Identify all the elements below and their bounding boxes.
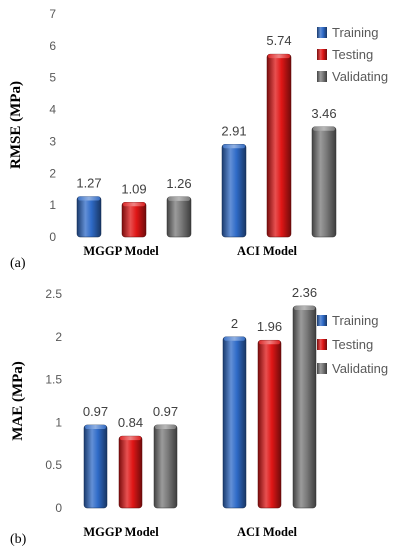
category-label: ACI Model — [237, 244, 298, 258]
y-tick-label: 0 — [55, 501, 62, 515]
chart-panel-b: 0 0.5 1 1.5 2 2.5 MAE (MPa) 0.97 2 0.84 1.96 0.97 2.… — [10, 285, 388, 547]
y-tick-label: 2.5 — [45, 287, 62, 301]
legend-entry-label: Training — [332, 25, 378, 40]
chart-panel-a: 0 1 2 3 4 5 6 7 RMSE (MPa) 1.27 2.91 1.09 5.74 1.26 3.… — [8, 7, 388, 271]
y-tick-label: 1 — [55, 415, 62, 429]
y-tick-label: 7 — [49, 7, 56, 21]
legend: Training Testing Validating — [317, 313, 388, 376]
y-tick-label: 1.5 — [45, 373, 62, 387]
bar-validating-aci — [311, 126, 337, 238]
y-tick-label: 3 — [49, 134, 56, 148]
bar-validating-mggp — [153, 424, 178, 509]
data-label: 2 — [231, 316, 238, 331]
bar-training-aci — [221, 144, 247, 238]
panel-label: (a) — [10, 256, 26, 271]
category-label: MGGP Model — [83, 525, 159, 539]
y-axis-label: RMSE (MPa) — [8, 81, 24, 169]
legend-swatch-training — [317, 27, 327, 38]
data-label: 1.26 — [166, 176, 191, 191]
y-tick-label: 0.5 — [45, 458, 62, 472]
legend: Training Testing Validating — [317, 25, 388, 84]
y-tick-label: 5 — [49, 71, 56, 85]
data-label: 2.36 — [292, 285, 317, 300]
bar-training-mggp — [83, 424, 108, 509]
y-tick-label: 0 — [49, 230, 56, 244]
bar-testing-mggp — [121, 202, 147, 238]
bar-testing-aci — [257, 339, 282, 509]
bar-validating-aci — [292, 305, 317, 509]
legend-entry-label: Training — [332, 313, 378, 328]
legend-entry-label: Testing — [332, 337, 373, 352]
y-tick-label: 2 — [49, 166, 56, 180]
bar-validating-mggp — [166, 196, 192, 238]
bar-testing-mggp — [118, 435, 143, 509]
y-tick-label: 6 — [49, 39, 56, 53]
category-label: MGGP Model — [83, 244, 159, 258]
legend-swatch-testing — [317, 49, 327, 60]
legend-swatch-validating — [317, 363, 327, 374]
y-axis-label: MAE (MPa) — [10, 361, 26, 441]
y-tick-label: 4 — [49, 103, 56, 117]
legend-swatch-training — [317, 315, 327, 326]
data-label: 1.09 — [121, 181, 146, 196]
data-label: 1.27 — [76, 176, 101, 191]
data-label: 5.74 — [266, 33, 291, 48]
bar-training-mggp — [76, 196, 102, 238]
legend-entry-label: Testing — [332, 47, 373, 62]
legend-swatch-validating — [317, 71, 327, 82]
data-label: 1.96 — [257, 319, 282, 334]
data-label: 0.97 — [153, 404, 178, 419]
panel-label: (b) — [10, 532, 27, 547]
y-tick-label: 2 — [55, 330, 62, 344]
data-label: 0.84 — [118, 415, 143, 430]
bar-training-aci — [222, 336, 247, 509]
legend-swatch-testing — [317, 339, 327, 350]
category-label: ACI Model — [237, 525, 298, 539]
data-label: 0.97 — [83, 404, 108, 419]
bar-testing-aci — [266, 53, 292, 238]
y-tick-label: 1 — [49, 198, 56, 212]
data-label: 3.46 — [311, 106, 336, 121]
legend-entry-label: Validating — [332, 361, 388, 376]
data-label: 2.91 — [221, 123, 246, 138]
legend-entry-label: Validating — [332, 69, 388, 84]
